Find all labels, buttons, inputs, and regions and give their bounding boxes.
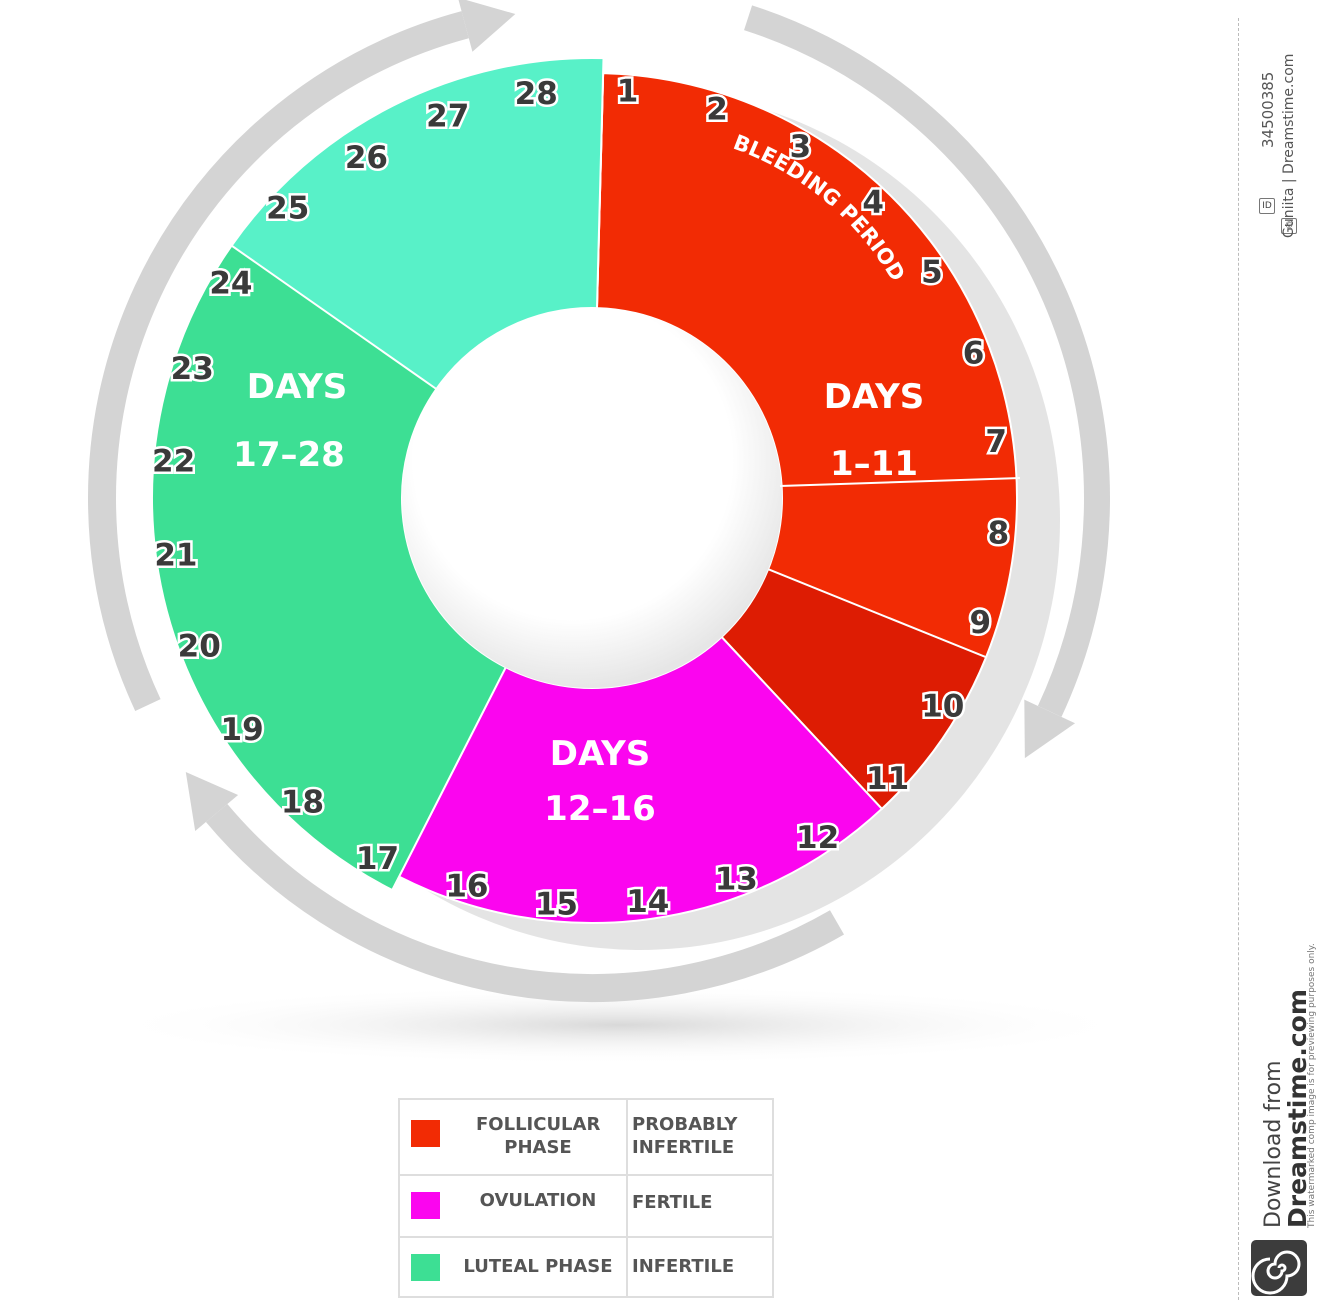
day-number: 18	[281, 784, 324, 820]
arrow-bottom	[205, 803, 844, 1002]
legend-fertility-ovulation: FERTILE	[632, 1192, 713, 1213]
day-number: 27	[426, 98, 469, 134]
floor-shadow	[100, 985, 1140, 1065]
arrow-right-head	[1024, 699, 1076, 759]
day-number: 15	[535, 886, 578, 922]
legend-fertility-luteal: INFERTILE	[632, 1256, 735, 1277]
day-number: 3	[790, 129, 812, 165]
luteal-light-band	[230, 57, 605, 391]
day-number: 14	[626, 884, 669, 920]
legend-phase-luteal: LUTEAL PHASE	[463, 1256, 613, 1277]
legend-column-divider	[626, 1100, 628, 1296]
legend-fertility-follicular: PROBABLY INFERTILE	[632, 1114, 738, 1158]
day-number: 20	[178, 629, 221, 665]
follicular-days-range: 1–11	[830, 444, 918, 484]
day-number: 21	[154, 537, 197, 573]
disclaimer-text: This watermarked comp image is for previ…	[1307, 943, 1317, 1228]
day-number: 12	[796, 820, 839, 856]
day-number: 10	[921, 688, 964, 724]
day-number: 24	[209, 266, 252, 302]
luteal-days-heading: DAYS	[247, 367, 347, 407]
day-number: 11	[866, 761, 909, 797]
day-numbers: 1234567891011121314151617181920212223242…	[150, 71, 1012, 925]
day-number: 13	[715, 862, 758, 898]
arrow-right	[744, 5, 1110, 717]
id-tag-icon: ID	[1259, 198, 1275, 214]
day-number: 1	[617, 74, 639, 110]
legend-table: FOLLICULAR PHASE PROBABLY INFERTILE OVUL…	[398, 1098, 774, 1298]
follicular-days-heading: DAYS	[824, 377, 924, 417]
legend-phase-ovulation: OVULATION	[479, 1190, 597, 1211]
day-number: 19	[221, 712, 264, 748]
cycle-ring	[151, 57, 1018, 924]
day-number: 7	[985, 424, 1007, 460]
spiral-icon	[1251, 1250, 1301, 1295]
legend-phase-follicular: FOLLICULAR PHASE	[476, 1114, 601, 1158]
day-number: 8	[988, 516, 1010, 552]
day-number: 17	[356, 841, 399, 877]
day-number: 23	[171, 351, 214, 387]
arrow-left	[88, 11, 469, 711]
arrow-bottom-head	[185, 772, 239, 831]
day-number: 26	[345, 140, 388, 176]
day-number: 25	[266, 191, 309, 227]
day-number: 22	[152, 443, 195, 479]
image-credit: Guniita | Dreamstime.com	[1281, 53, 1297, 238]
day-number: 2	[706, 92, 728, 128]
arrow-left-head	[458, 0, 516, 52]
day-number: 5	[921, 254, 943, 290]
legend-row-ovulation: OVULATION FERTILE	[400, 1174, 772, 1238]
watermark-strip: ID © 34500385 Guniita | Dreamstime.com D…	[1238, 18, 1319, 1300]
image-id: 34500385	[1259, 71, 1277, 148]
day-number: 9	[970, 605, 992, 641]
legend-swatch-follicular	[411, 1120, 440, 1147]
ovulation-days-heading: DAYS	[550, 734, 650, 774]
luteal-days-range: 17–28	[233, 435, 345, 475]
legend-row-follicular: FOLLICULAR PHASE PROBABLY INFERTILE	[400, 1100, 772, 1176]
dreamstime-logo-icon	[1251, 1240, 1307, 1296]
ring-hole	[402, 308, 782, 688]
legend-swatch-luteal	[411, 1254, 440, 1281]
day-7-divider	[779, 477, 1021, 487]
copyright-icon: ©	[1281, 218, 1297, 234]
legend-swatch-ovulation	[411, 1192, 440, 1219]
day-number: 16	[445, 868, 488, 904]
cycle-arrows	[88, 0, 1110, 1002]
legend-row-luteal: LUTEAL PHASE INFERTILE	[400, 1238, 772, 1298]
ovulation-days-range: 12–16	[544, 789, 656, 829]
day-number: 4	[862, 184, 884, 220]
day-number: 28	[515, 76, 558, 112]
day-number: 6	[963, 336, 985, 372]
